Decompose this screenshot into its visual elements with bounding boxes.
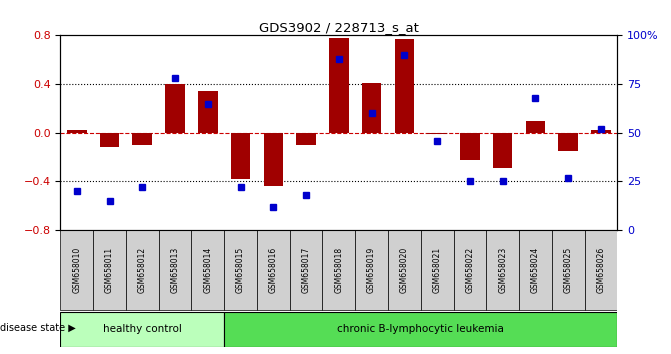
Bar bbox=[60, 230, 93, 309]
Bar bbox=[421, 230, 454, 309]
Bar bbox=[323, 230, 355, 309]
Bar bbox=[126, 230, 158, 309]
Text: GSM658012: GSM658012 bbox=[138, 247, 147, 293]
Bar bbox=[100, 133, 119, 147]
Bar bbox=[158, 230, 191, 309]
Text: GSM658010: GSM658010 bbox=[72, 247, 81, 293]
Text: GSM658022: GSM658022 bbox=[466, 247, 474, 293]
Bar bbox=[329, 38, 349, 133]
Bar bbox=[388, 230, 421, 309]
Bar bbox=[454, 230, 486, 309]
Bar bbox=[355, 230, 388, 309]
Bar bbox=[558, 133, 578, 151]
Text: GSM658019: GSM658019 bbox=[367, 247, 376, 293]
Text: GSM658020: GSM658020 bbox=[400, 247, 409, 293]
Bar bbox=[198, 91, 217, 133]
Text: healthy control: healthy control bbox=[103, 324, 182, 335]
Bar bbox=[395, 39, 414, 133]
Text: GSM658021: GSM658021 bbox=[433, 247, 442, 293]
Bar bbox=[264, 133, 283, 186]
Text: GSM658011: GSM658011 bbox=[105, 247, 114, 293]
Text: GSM658025: GSM658025 bbox=[564, 247, 572, 293]
Text: GSM658017: GSM658017 bbox=[301, 247, 311, 293]
Bar bbox=[297, 133, 316, 145]
Bar bbox=[290, 230, 323, 309]
Text: GSM658014: GSM658014 bbox=[203, 247, 212, 293]
Bar bbox=[165, 84, 185, 133]
Text: GSM658026: GSM658026 bbox=[597, 247, 605, 293]
Bar bbox=[519, 230, 552, 309]
Bar bbox=[231, 133, 250, 179]
Bar bbox=[427, 133, 447, 134]
Bar bbox=[191, 230, 224, 309]
Text: GSM658013: GSM658013 bbox=[170, 247, 180, 293]
Text: chronic B-lymphocytic leukemia: chronic B-lymphocytic leukemia bbox=[338, 324, 504, 335]
Bar bbox=[257, 230, 290, 309]
Text: GSM658015: GSM658015 bbox=[236, 247, 245, 293]
Text: GSM658024: GSM658024 bbox=[531, 247, 540, 293]
Bar bbox=[224, 230, 257, 309]
Bar bbox=[525, 121, 546, 133]
Bar bbox=[60, 312, 224, 347]
Bar bbox=[362, 83, 381, 133]
Bar bbox=[552, 230, 584, 309]
Bar bbox=[67, 130, 87, 133]
Bar bbox=[132, 133, 152, 145]
Text: GSM658023: GSM658023 bbox=[498, 247, 507, 293]
Text: GSM658018: GSM658018 bbox=[334, 247, 344, 293]
Bar bbox=[584, 230, 617, 309]
Bar bbox=[224, 312, 617, 347]
Bar bbox=[93, 230, 126, 309]
Bar bbox=[486, 230, 519, 309]
Text: disease state ▶: disease state ▶ bbox=[0, 322, 76, 333]
Bar bbox=[493, 133, 513, 168]
Bar bbox=[591, 130, 611, 133]
Text: GSM658016: GSM658016 bbox=[269, 247, 278, 293]
Bar bbox=[460, 133, 480, 160]
Title: GDS3902 / 228713_s_at: GDS3902 / 228713_s_at bbox=[259, 21, 419, 34]
